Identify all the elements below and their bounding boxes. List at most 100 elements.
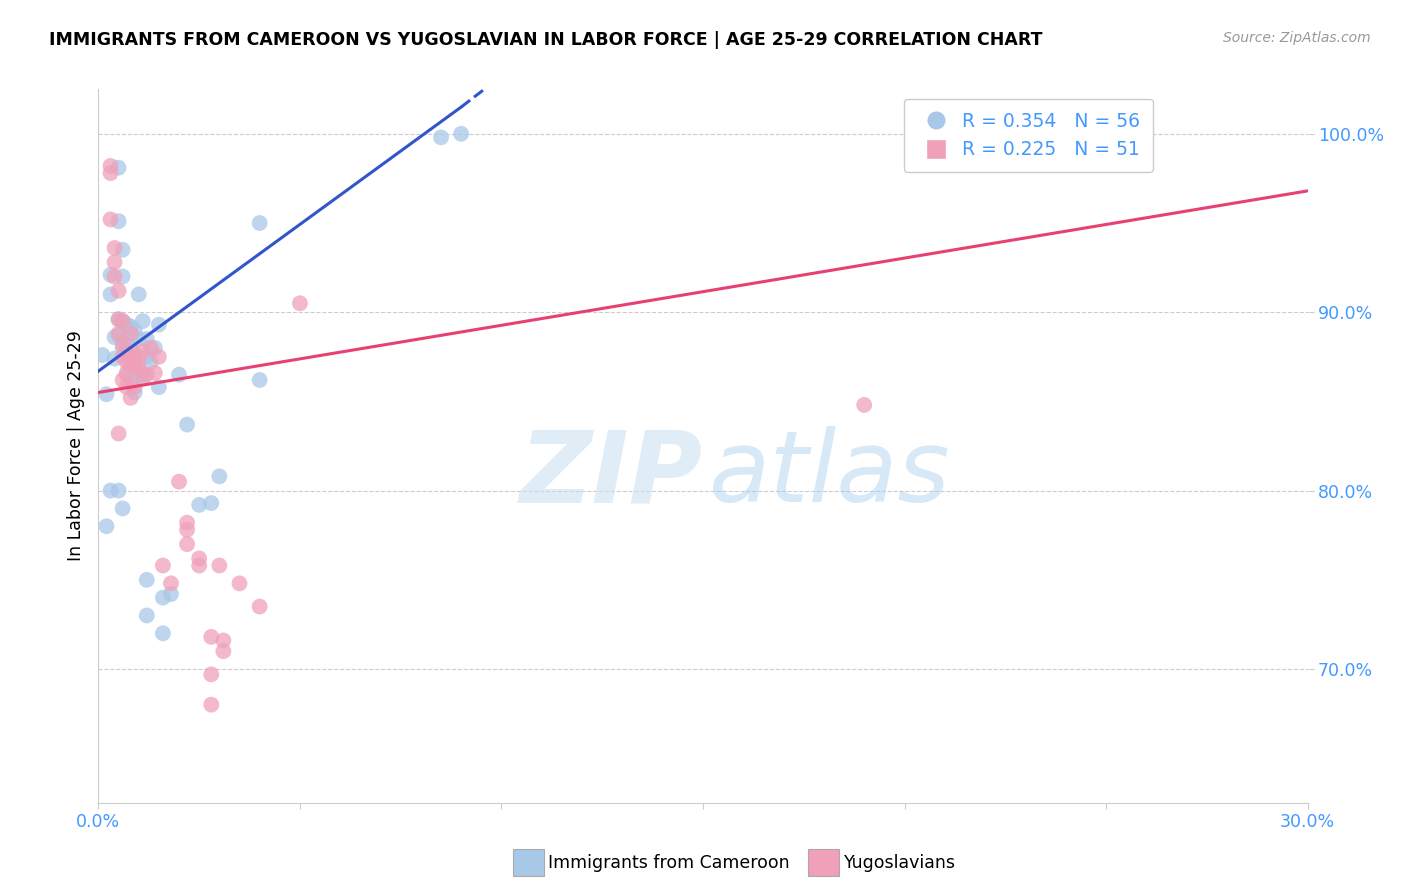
Point	[124, 385, 146, 400]
Point	[176, 523, 198, 537]
Point	[120, 391, 142, 405]
Point	[200, 667, 222, 681]
Point	[176, 516, 198, 530]
Point	[132, 368, 155, 382]
Point	[124, 359, 146, 373]
Point	[135, 332, 157, 346]
Point	[139, 341, 162, 355]
Point	[120, 319, 142, 334]
Point	[120, 376, 142, 391]
Point	[111, 501, 134, 516]
Point	[111, 243, 134, 257]
Point	[228, 576, 250, 591]
Point	[115, 318, 138, 332]
Point	[176, 417, 198, 432]
Point	[111, 269, 134, 284]
Text: ZIP: ZIP	[520, 426, 703, 523]
Point	[188, 498, 211, 512]
Point	[152, 626, 174, 640]
Point	[111, 314, 134, 328]
Y-axis label: In Labor Force | Age 25-29: In Labor Force | Age 25-29	[66, 331, 84, 561]
Point	[115, 368, 138, 382]
Point	[100, 159, 122, 173]
Point	[107, 214, 129, 228]
Point	[188, 551, 211, 566]
Point	[107, 312, 129, 326]
Point	[111, 337, 134, 351]
Point	[167, 368, 190, 382]
Point	[148, 350, 170, 364]
Point	[167, 475, 190, 489]
Point	[188, 558, 211, 573]
Point	[100, 166, 122, 180]
Point	[143, 366, 166, 380]
Point	[115, 380, 138, 394]
Point	[132, 314, 155, 328]
Point	[107, 483, 129, 498]
Point	[288, 296, 311, 310]
Point	[111, 373, 134, 387]
Text: IMMIGRANTS FROM CAMEROON VS YUGOSLAVIAN IN LABOR FORCE | AGE 25-29 CORRELATION C: IMMIGRANTS FROM CAMEROON VS YUGOSLAVIAN …	[49, 31, 1043, 49]
Point	[107, 161, 129, 175]
Point	[200, 630, 222, 644]
Point	[107, 326, 129, 341]
Point	[128, 353, 150, 368]
Point	[115, 366, 138, 380]
Point	[100, 483, 122, 498]
Point	[853, 398, 876, 412]
Point	[135, 368, 157, 382]
Point	[430, 130, 453, 145]
Point	[200, 496, 222, 510]
Point	[143, 341, 166, 355]
Point	[96, 519, 118, 533]
Point	[152, 591, 174, 605]
Point	[208, 469, 231, 483]
Point	[120, 359, 142, 373]
Point	[200, 698, 222, 712]
Point	[115, 346, 138, 360]
Point	[132, 371, 155, 385]
Legend: R = 0.354   N = 56, R = 0.225   N = 51: R = 0.354 N = 56, R = 0.225 N = 51	[904, 99, 1153, 172]
Point	[148, 380, 170, 394]
Bar	[513, 849, 544, 876]
Point	[115, 344, 138, 359]
Point	[120, 343, 142, 357]
Point	[124, 380, 146, 394]
Point	[120, 355, 142, 369]
Point	[135, 350, 157, 364]
Point	[111, 350, 134, 364]
Point	[160, 576, 183, 591]
Point	[107, 328, 129, 343]
Point	[96, 387, 118, 401]
Point	[103, 351, 125, 366]
Point	[100, 268, 122, 282]
Point	[132, 344, 155, 359]
Point	[148, 318, 170, 332]
Text: Immigrants from Cameroon: Immigrants from Cameroon	[548, 854, 790, 871]
Point	[120, 332, 142, 346]
Point	[111, 314, 134, 328]
Point	[103, 269, 125, 284]
Point	[100, 212, 122, 227]
Point	[450, 127, 472, 141]
Point	[100, 287, 122, 301]
Point	[115, 337, 138, 351]
Point	[107, 284, 129, 298]
Point	[124, 346, 146, 360]
Point	[103, 255, 125, 269]
Text: Source: ZipAtlas.com: Source: ZipAtlas.com	[1223, 31, 1371, 45]
Point	[124, 355, 146, 369]
Text: Yugoslavians: Yugoslavians	[844, 854, 956, 871]
Point	[107, 312, 129, 326]
Point	[120, 326, 142, 341]
Point	[107, 426, 129, 441]
Point	[128, 332, 150, 346]
Point	[124, 323, 146, 337]
Point	[91, 348, 114, 362]
Point	[249, 373, 271, 387]
Point	[103, 241, 125, 255]
Point	[135, 573, 157, 587]
Point	[128, 287, 150, 301]
Point	[152, 558, 174, 573]
Point	[135, 608, 157, 623]
